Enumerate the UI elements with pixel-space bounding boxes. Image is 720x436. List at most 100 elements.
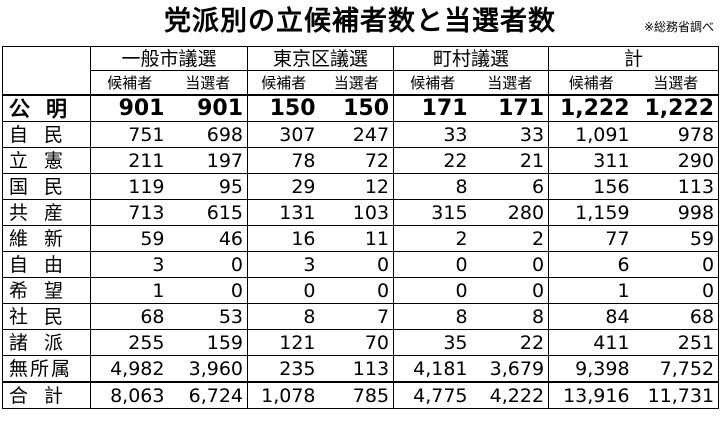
candidates-value: 4,775: [393, 381, 472, 409]
candidates-value: 1: [548, 277, 634, 304]
candidates-value: 78: [247, 147, 320, 174]
winners-value: 2: [471, 225, 550, 252]
winners-value: 0: [168, 277, 249, 304]
winners-value: 68: [633, 303, 720, 330]
party-name: 希望: [2, 277, 91, 304]
party-name: 無所属: [2, 355, 91, 383]
winners-value: 615: [168, 199, 249, 226]
candidates-value: 33: [393, 121, 472, 148]
candidates-value: 255: [90, 329, 169, 356]
winners-header: 当選者: [471, 70, 550, 96]
party-name: 自民: [2, 121, 91, 148]
group-header: 町村議選: [393, 46, 550, 71]
candidates-value: 6: [548, 251, 634, 278]
group-header: 東京区議選: [247, 46, 395, 71]
party-name: 諸派: [2, 329, 91, 356]
candidates-value: 22: [393, 147, 472, 174]
winners-value: 171: [471, 94, 550, 122]
total-row: 合計 8,063 6,724 1,078 785 4,775 4,222 13,916 11,7…: [2, 381, 720, 409]
results-table: 一般市議選 東京区議選 町村議選 計 候補者 当選者 候補者 当選者 候補者 当…: [2, 46, 720, 409]
candidates-value: 119: [90, 173, 169, 200]
candidates-value: 150: [247, 94, 320, 122]
party-name: 維新: [2, 225, 91, 252]
candidates-value: 751: [90, 121, 169, 148]
winners-value: 6: [471, 173, 550, 200]
winners-value: 12: [319, 173, 395, 200]
candidates-value: 0: [393, 251, 472, 278]
corner-cell: [2, 46, 91, 96]
candidates-header: 候補者: [247, 70, 320, 96]
winners-value: 59: [633, 225, 720, 252]
candidates-value: 0: [393, 277, 472, 304]
table-row: 自民 751 698 307 247 33 33 1,091 978: [2, 121, 720, 148]
page-title: 党派別の立候補者数と当選者数: [164, 6, 556, 37]
winners-value: 72: [319, 147, 395, 174]
table-row: 立憲 211 197 78 72 22 21 311 290: [2, 147, 720, 174]
winners-value: 3,679: [471, 355, 550, 383]
winners-value: 0: [471, 277, 550, 304]
winners-value: 159: [168, 329, 249, 356]
winners-value: 0: [633, 251, 720, 278]
candidates-value: 171: [393, 94, 472, 122]
table-row: 自由 3 0 3 0 0 0 6 0: [2, 251, 720, 278]
winners-value: 7,752: [633, 355, 720, 383]
winners-value: 70: [319, 329, 395, 356]
winners-value: 901: [168, 94, 249, 122]
candidates-value: 84: [548, 303, 634, 330]
winners-value: 53: [168, 303, 249, 330]
candidates-value: 29: [247, 173, 320, 200]
winners-value: 0: [471, 251, 550, 278]
winners-value: 280: [471, 199, 550, 226]
table-row: 諸派 255 159 121 70 35 22 411 251: [2, 329, 720, 356]
candidates-value: 3: [90, 251, 169, 278]
candidates-value: 211: [90, 147, 169, 174]
group-header: 一般市議選: [89, 46, 249, 71]
candidates-value: 131: [247, 199, 320, 226]
winners-value: 290: [633, 147, 720, 174]
candidates-value: 3: [247, 251, 320, 278]
winners-value: 0: [319, 251, 395, 278]
candidates-value: 16: [247, 225, 320, 252]
winners-value: 0: [633, 277, 720, 304]
candidates-value: 156: [548, 173, 634, 200]
table-row: 無所属 4,982 3,960 235 113 4,181 3,679 9,398 7,752: [2, 355, 720, 383]
candidates-value: 13,916: [548, 381, 634, 409]
candidates-header: 候補者: [90, 70, 169, 96]
winners-value: 11: [319, 225, 395, 252]
winners-value: 150: [319, 94, 395, 122]
candidates-value: 4,181: [393, 355, 472, 383]
winners-value: 247: [319, 121, 395, 148]
winners-value: 6,724: [168, 381, 249, 409]
winners-value: 22: [471, 329, 550, 356]
winners-value: 0: [319, 277, 395, 304]
winners-header: 当選者: [168, 70, 249, 96]
winners-value: 698: [168, 121, 249, 148]
candidates-value: 8: [393, 173, 472, 200]
winners-header: 当選者: [319, 70, 395, 96]
winners-value: 95: [168, 173, 249, 200]
party-name: 公明: [2, 94, 91, 122]
candidates-value: 121: [247, 329, 320, 356]
party-name: 共産: [2, 199, 91, 226]
winners-value: 3,960: [168, 355, 249, 383]
candidates-value: 1,078: [247, 381, 320, 409]
group-header: 計: [548, 46, 720, 71]
candidates-value: 2: [393, 225, 472, 252]
candidates-value: 411: [548, 329, 634, 356]
table-row: 維新 59 46 16 11 2 2 77 59: [2, 225, 720, 252]
party-name: 合計: [2, 381, 91, 409]
candidates-value: 68: [90, 303, 169, 330]
winners-value: 7: [319, 303, 395, 330]
winners-value: 4,222: [471, 381, 550, 409]
candidates-value: 9,398: [548, 355, 634, 383]
winners-value: 33: [471, 121, 550, 148]
candidates-value: 1,091: [548, 121, 634, 148]
candidates-value: 307: [247, 121, 320, 148]
candidates-value: 315: [393, 199, 472, 226]
winners-header: 当選者: [633, 70, 720, 96]
candidates-header: 候補者: [393, 70, 472, 96]
table-row: 共産 713 615 131 103 315 280 1,159 998: [2, 199, 720, 226]
winners-value: 103: [319, 199, 395, 226]
winners-value: 21: [471, 147, 550, 174]
winners-value: 11,731: [633, 381, 720, 409]
